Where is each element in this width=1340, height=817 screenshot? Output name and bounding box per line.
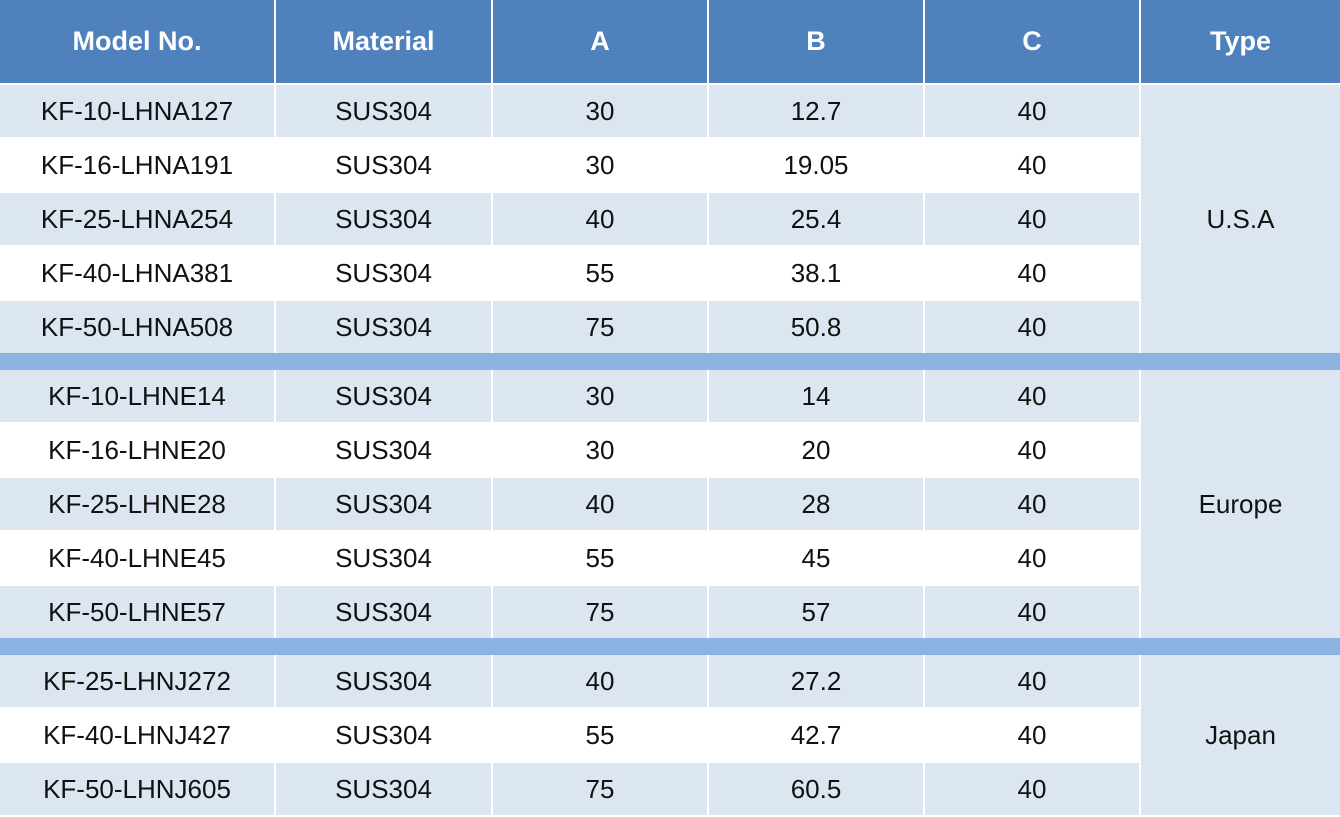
table-cell: 40: [925, 655, 1139, 707]
header-cell: B: [709, 0, 923, 83]
table-cell: SUS304: [276, 763, 491, 815]
table-cell: 40: [925, 85, 1139, 137]
table-cell: SUS304: [276, 139, 491, 191]
table-cell: KF-25-LHNE28: [0, 478, 274, 530]
table-cell: SUS304: [276, 586, 491, 638]
table-cell: KF-50-LHNJ605: [0, 763, 274, 815]
table-cell: KF-10-LHNA127: [0, 85, 274, 137]
table-cell: SUS304: [276, 478, 491, 530]
table-cell: 55: [493, 247, 707, 299]
table-cell: KF-25-LHNJ272: [0, 655, 274, 707]
table-cell: SUS304: [276, 370, 491, 422]
header-cell: Type: [1141, 0, 1340, 83]
table-cell: 30: [493, 139, 707, 191]
table-cell: SUS304: [276, 709, 491, 761]
table-cell: 40: [925, 763, 1139, 815]
header-cell: Model No.: [0, 0, 274, 83]
table-cell: 14: [709, 370, 923, 422]
table-cell: 27.2: [709, 655, 923, 707]
table-cell: SUS304: [276, 301, 491, 353]
table-cell: 57: [709, 586, 923, 638]
table-cell: 40: [493, 193, 707, 245]
table-cell: KF-50-LHNE57: [0, 586, 274, 638]
table-cell: KF-40-LHNE45: [0, 532, 274, 584]
table-cell: 40: [925, 139, 1139, 191]
table-cell: 19.05: [709, 139, 923, 191]
table-cell: KF-25-LHNA254: [0, 193, 274, 245]
table-cell: 30: [493, 370, 707, 422]
table-cell: 42.7: [709, 709, 923, 761]
table-cell: 40: [925, 370, 1139, 422]
table-cell: 40: [925, 424, 1139, 476]
table-cell: SUS304: [276, 193, 491, 245]
table-cell: 40: [925, 478, 1139, 530]
table-cell: SUS304: [276, 247, 491, 299]
table-cell: 40: [925, 301, 1139, 353]
table-cell: 40: [925, 709, 1139, 761]
table-cell: 60.5: [709, 763, 923, 815]
table-cell: 28: [709, 478, 923, 530]
header-cell: C: [925, 0, 1139, 83]
table-cell: KF-10-LHNE14: [0, 370, 274, 422]
type-cell: Japan: [1141, 655, 1340, 815]
table-cell: 55: [493, 709, 707, 761]
table-cell: 30: [493, 85, 707, 137]
group-separator: [0, 353, 1340, 370]
table-cell: 40: [493, 655, 707, 707]
table-cell: 75: [493, 763, 707, 815]
table-cell: 40: [493, 478, 707, 530]
table-cell: 25.4: [709, 193, 923, 245]
table-cell: 40: [925, 532, 1139, 584]
table-cell: 12.7: [709, 85, 923, 137]
table-cell: 20: [709, 424, 923, 476]
type-cell: Europe: [1141, 370, 1340, 638]
table-cell: 50.8: [709, 301, 923, 353]
table-cell: KF-40-LHNA381: [0, 247, 274, 299]
table-cell: 40: [925, 247, 1139, 299]
type-cell: U.S.A: [1141, 85, 1340, 353]
table-cell: 75: [493, 301, 707, 353]
table-cell: SUS304: [276, 85, 491, 137]
table-cell: 40: [925, 193, 1139, 245]
table-cell: 40: [925, 586, 1139, 638]
table-cell: 30: [493, 424, 707, 476]
header-cell: Material: [276, 0, 491, 83]
table-cell: KF-40-LHNJ427: [0, 709, 274, 761]
table-cell: 75: [493, 586, 707, 638]
table-cell: SUS304: [276, 655, 491, 707]
table-cell: 55: [493, 532, 707, 584]
table-cell: SUS304: [276, 424, 491, 476]
table-cell: 38.1: [709, 247, 923, 299]
table-cell: KF-16-LHNA191: [0, 139, 274, 191]
group-separator: [0, 638, 1340, 655]
table-cell: KF-16-LHNE20: [0, 424, 274, 476]
table-cell: KF-50-LHNA508: [0, 301, 274, 353]
header-cell: A: [493, 0, 707, 83]
table-cell: 45: [709, 532, 923, 584]
table-cell: SUS304: [276, 532, 491, 584]
